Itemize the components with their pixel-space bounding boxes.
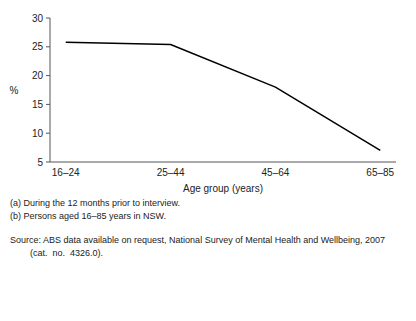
y-tick-label: 5 — [37, 157, 43, 168]
y-axis-label: % — [10, 85, 19, 96]
chart: 5 10 15 20 25 30 16–24 25–44 45–64 65–85 Age group… — [0, 0, 416, 321]
y-tick — [46, 162, 50, 163]
x-tick-label: 65–85 — [366, 167, 394, 178]
y-tick-label: 30 — [32, 13, 44, 24]
y-tick — [46, 18, 50, 19]
y-axis-line — [50, 18, 51, 162]
y-tick — [46, 104, 50, 105]
y-tick — [46, 46, 50, 47]
x-tick-label: 16–24 — [52, 167, 80, 178]
y-tick — [46, 75, 50, 76]
annotation: (cat. no. 4326.0). — [10, 248, 103, 258]
x-tick-label: 25–44 — [157, 167, 185, 178]
annotation: (a) During the 12 months prior to interv… — [10, 198, 180, 208]
x-tick-label: 45–64 — [262, 167, 290, 178]
x-axis-line — [50, 162, 396, 163]
y-tick — [46, 133, 50, 134]
plot-area — [66, 42, 381, 150]
y-tick-label: 20 — [32, 70, 44, 81]
y-tick-label: 15 — [32, 99, 44, 110]
annotation: (b) Persons aged 16–85 years in NSW. — [10, 211, 166, 221]
y-tick-label: 10 — [32, 128, 44, 139]
data-line — [66, 42, 381, 150]
x-axis-label: Age group (years) — [183, 183, 263, 194]
annotation: Source: ABS data available on request, N… — [10, 235, 385, 245]
y-tick-label: 25 — [32, 41, 44, 52]
